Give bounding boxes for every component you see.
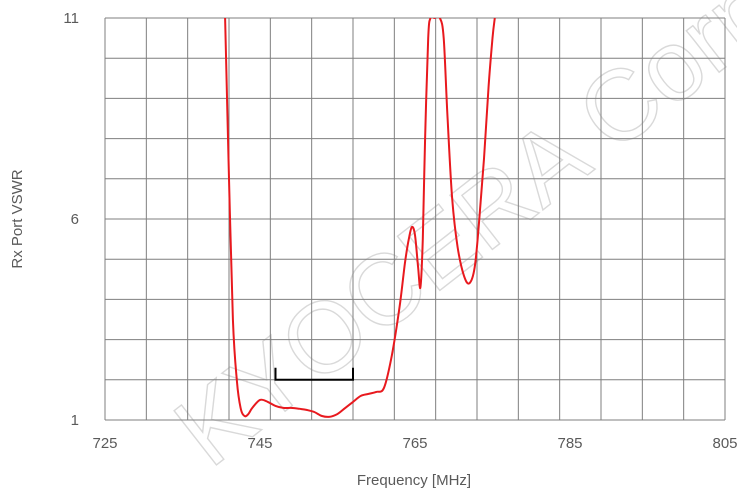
y-tick-label: 11 [63, 10, 79, 27]
x-tick-labels: 725 745 765 785 805 [92, 435, 737, 452]
x-axis-title: Frequency [MHz] [357, 472, 471, 489]
x-tick-label: 725 [92, 435, 117, 452]
y-axis-title: Rx Port VSWR [9, 169, 26, 268]
x-tick-label: 765 [402, 435, 427, 452]
x-tick-label: 785 [557, 435, 582, 452]
series-layer [224, 18, 496, 418]
x-tick-label: 745 [247, 435, 272, 452]
passband-bracket [274, 367, 354, 381]
annotation-layer [274, 367, 354, 381]
y-tick-label: 6 [71, 211, 79, 228]
y-tick-label: 1 [71, 412, 79, 429]
vswr-series-line [224, 18, 496, 418]
x-tick-label: 805 [712, 435, 737, 452]
plot-grid [104, 17, 726, 421]
